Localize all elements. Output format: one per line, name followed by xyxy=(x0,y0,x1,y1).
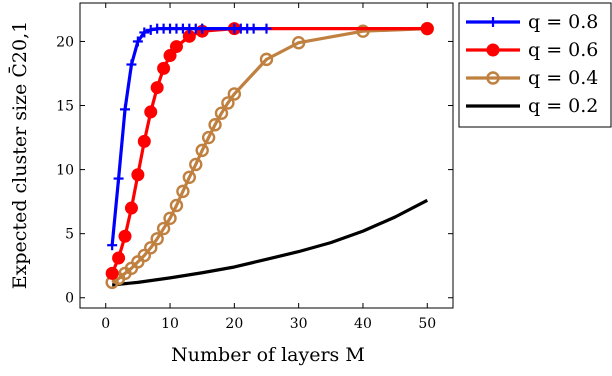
data-point xyxy=(118,229,132,243)
data-point xyxy=(120,104,131,115)
data-point xyxy=(150,232,164,246)
data-point xyxy=(201,130,216,145)
series-line xyxy=(112,198,429,287)
y-tick-label: 5 xyxy=(65,227,74,243)
data-point xyxy=(132,36,143,47)
y-tick-label: 15 xyxy=(56,99,74,115)
data-point xyxy=(113,173,124,184)
data-point xyxy=(169,40,183,54)
legend-label: q = 0.6 xyxy=(528,39,598,61)
data-point xyxy=(157,61,171,75)
data-point xyxy=(163,211,177,225)
series-layer xyxy=(105,21,434,290)
x-tick-label: 0 xyxy=(101,316,110,332)
legend-entry: q = 0.2 xyxy=(466,95,598,117)
data-point xyxy=(221,96,235,110)
data-point xyxy=(261,23,272,34)
data-point xyxy=(126,59,137,70)
data-point xyxy=(137,248,152,263)
series-q-04 xyxy=(105,21,434,290)
data-point xyxy=(291,36,306,50)
legend-entry: q = 0.4 xyxy=(466,67,598,89)
data-point xyxy=(195,143,209,158)
data-point xyxy=(156,221,171,236)
x-tick-label: 20 xyxy=(225,316,243,332)
plot-frame xyxy=(79,2,454,309)
legend-entry: q = 0.8 xyxy=(466,11,598,33)
legend-marker xyxy=(486,71,500,85)
legend-label: q = 0.2 xyxy=(528,95,598,117)
legend-marker xyxy=(486,43,500,57)
data-point xyxy=(145,24,156,35)
data-point xyxy=(248,23,259,34)
data-point xyxy=(107,240,118,251)
legend-entries: q = 0.8 q = 0.6 q = 0.4 q = 0.2 xyxy=(466,11,598,117)
data-point xyxy=(259,52,274,67)
data-point xyxy=(144,105,158,119)
data-point xyxy=(131,168,145,182)
legend-marker xyxy=(488,17,498,27)
data-point xyxy=(169,198,184,213)
x-tick-label: 50 xyxy=(418,316,436,332)
data-point xyxy=(189,157,203,172)
data-point xyxy=(214,106,229,120)
data-point xyxy=(420,22,434,36)
y-tick-label: 10 xyxy=(56,163,74,179)
data-point xyxy=(227,87,242,101)
data-point xyxy=(197,23,208,34)
x-tick-label: 40 xyxy=(354,316,372,332)
data-point xyxy=(208,118,222,132)
data-point xyxy=(105,266,119,280)
x-axis-title: Number of layers M xyxy=(171,344,365,366)
series-q-08 xyxy=(107,23,272,251)
y-axis-title: Expected cluster size C̄20,1 xyxy=(8,21,31,289)
data-point xyxy=(144,241,158,255)
tick-layer: 0 10 20 30 40 50 0 5 10 15 20 xyxy=(56,3,453,332)
data-point xyxy=(182,170,197,184)
legend: q = 0.8 q = 0.6 q = 0.4 q = 0.2 xyxy=(458,2,612,128)
series-q-02 xyxy=(112,198,429,287)
data-point xyxy=(124,201,138,215)
data-point xyxy=(356,24,370,38)
legend-entry: q = 0.6 xyxy=(466,39,598,61)
data-point xyxy=(137,134,151,148)
y-tick-label: 20 xyxy=(56,34,74,50)
x-tick-label: 10 xyxy=(161,316,179,332)
data-point xyxy=(176,184,190,199)
x-tick-label: 30 xyxy=(290,316,308,332)
data-point xyxy=(139,27,150,38)
data-point xyxy=(112,251,126,265)
legend-label: q = 0.4 xyxy=(528,67,598,89)
data-point xyxy=(150,81,164,95)
data-point xyxy=(163,49,177,63)
series-line xyxy=(111,27,428,284)
legend-label: q = 0.8 xyxy=(528,11,598,33)
y-tick-label: 0 xyxy=(65,291,74,307)
